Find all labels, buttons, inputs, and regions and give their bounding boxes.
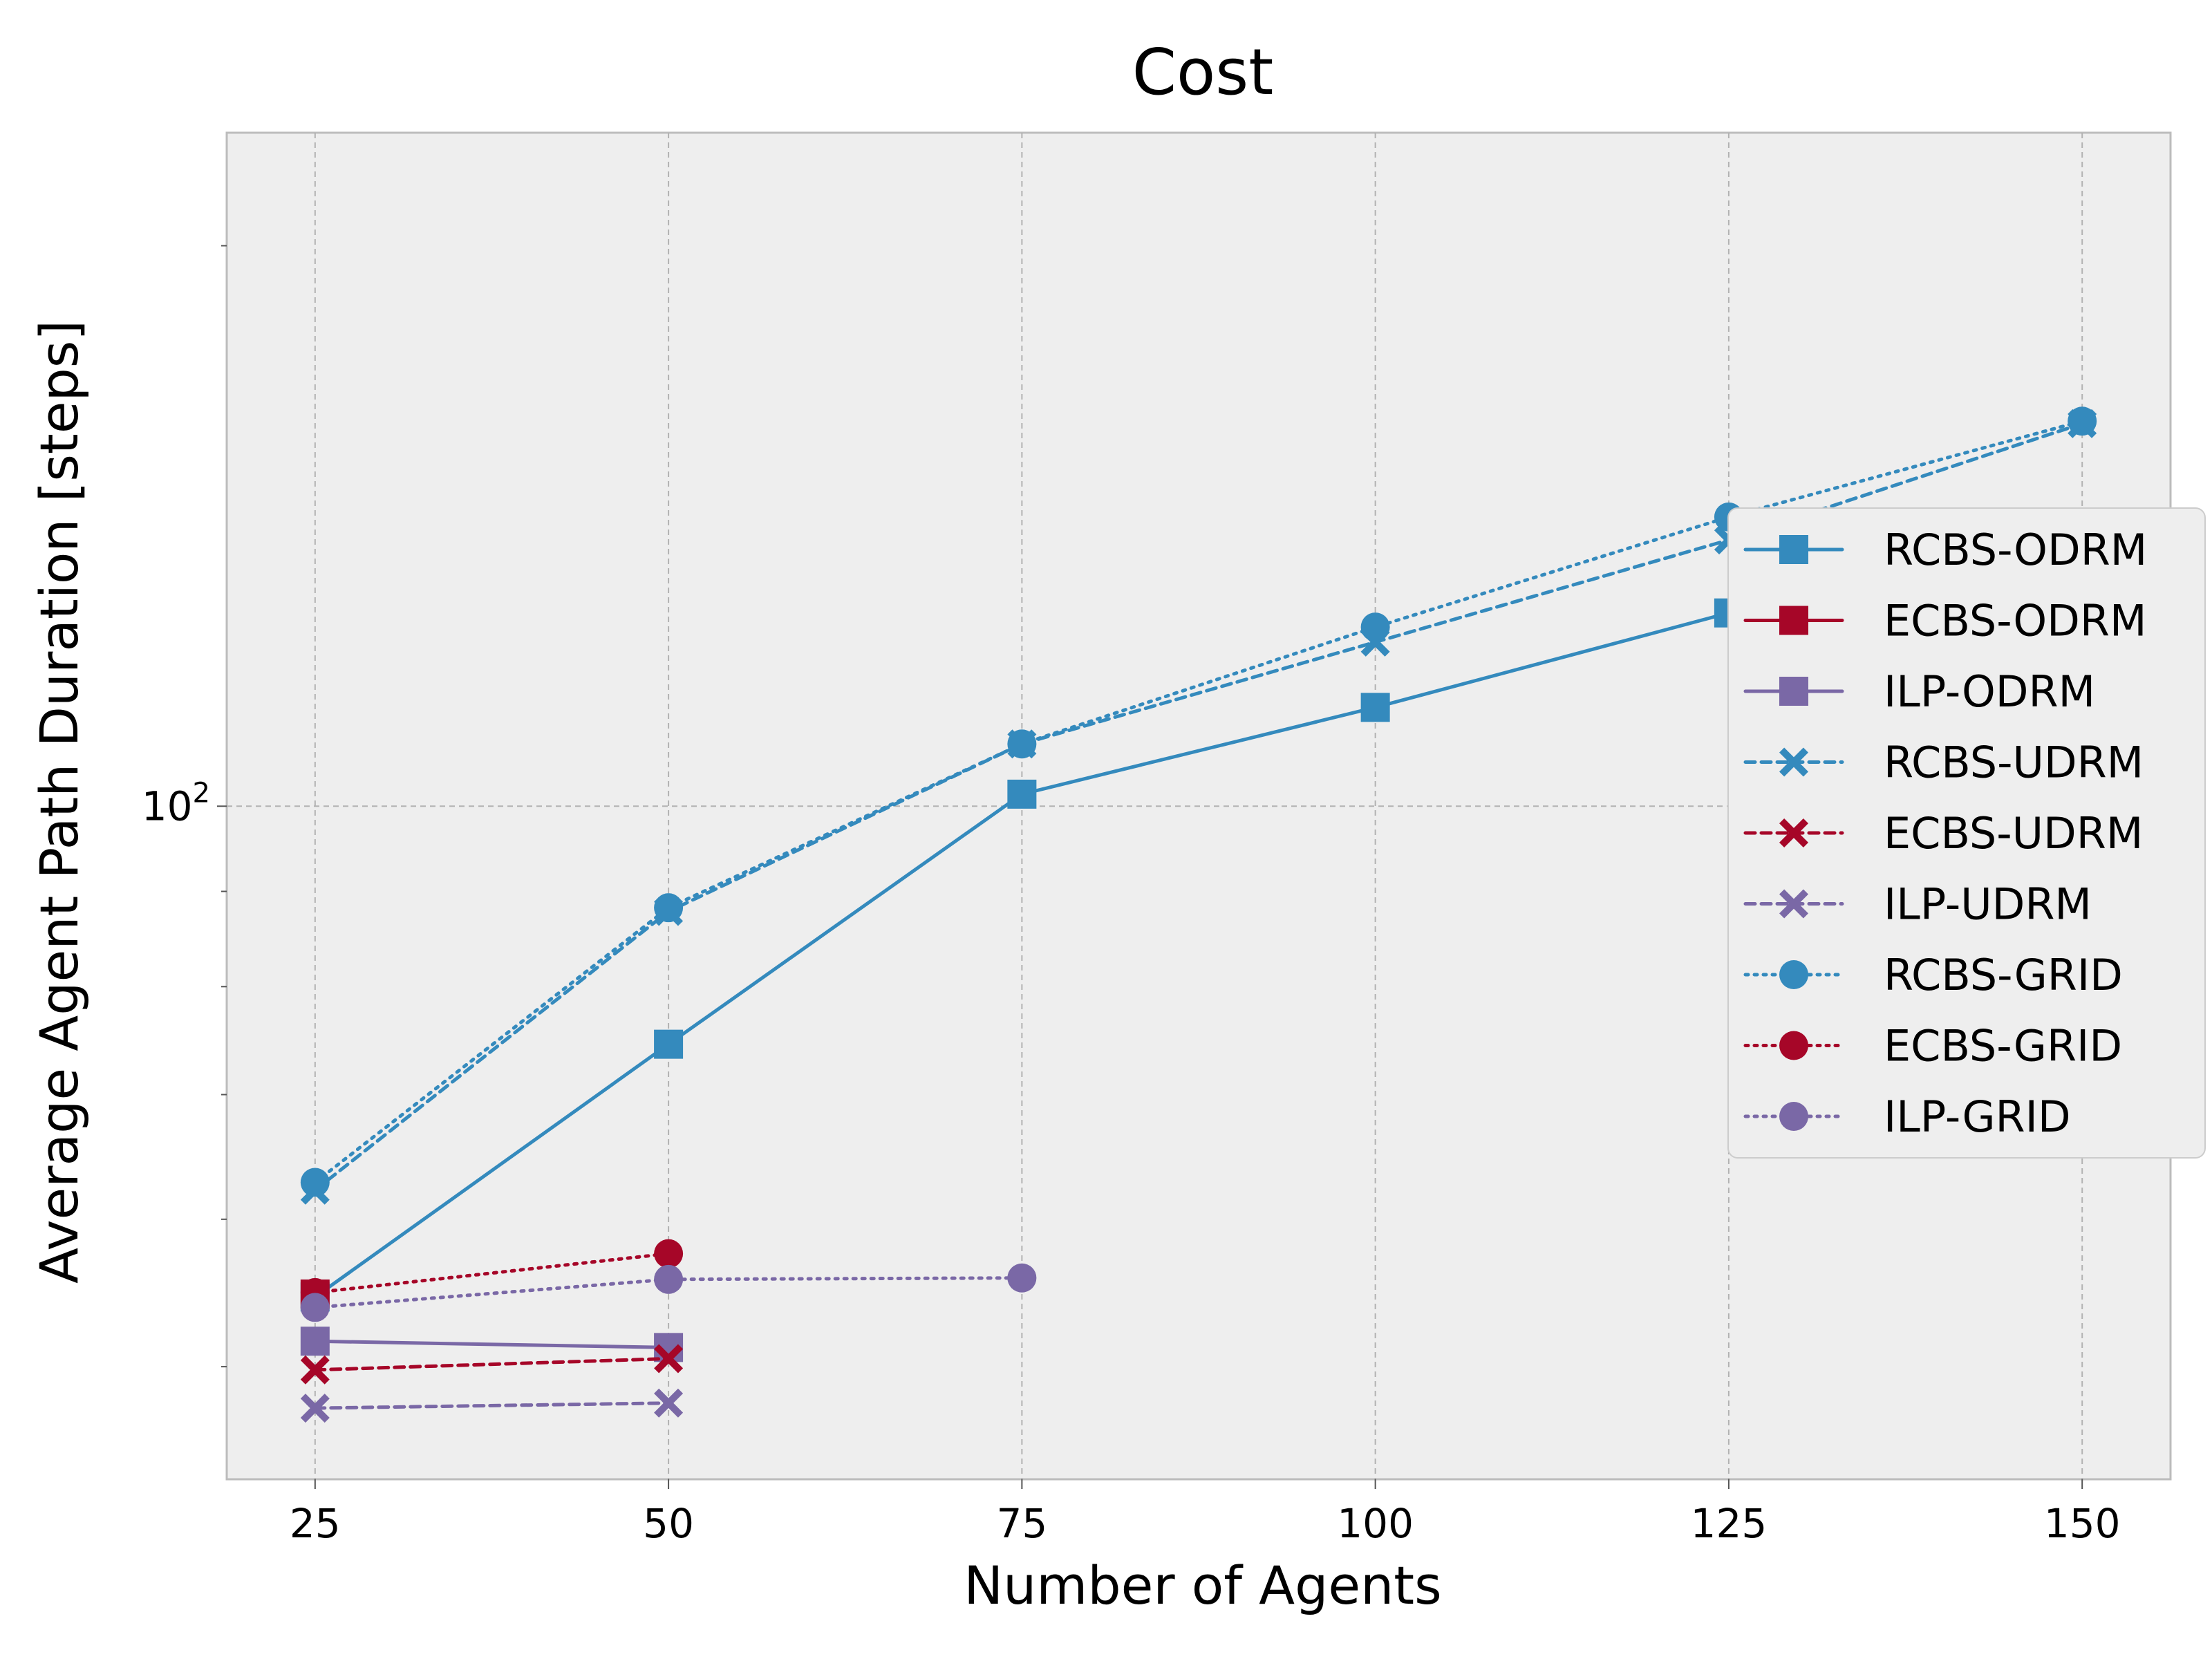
data-point [1007,1263,1037,1293]
ticks: 25 50 75 100 125 150 102 [142,245,2121,1547]
series-line [313,419,2084,1184]
legend-label: RCBS-UDRM [1884,738,2144,788]
legend-item: ILP-GRID [1743,1091,2071,1142]
data-point [1779,1102,1808,1131]
legend-label: ECBS-UDRM [1884,808,2143,859]
data-point [1779,889,1808,919]
series-ilp-grid [300,1263,1037,1322]
x-tick-label: 125 [1691,1500,1768,1547]
x-tick-label: 75 [996,1500,1047,1547]
legend-label: ILP-ODRM [1884,666,2095,717]
data-point [1779,818,1808,847]
series-line [313,1356,671,1372]
data-point [1779,747,1808,777]
legend-item: ECBS-GRID [1743,1021,2122,1071]
x-tick-label: 50 [643,1500,694,1547]
series-line [313,1339,671,1349]
data-point [1779,1031,1808,1060]
series-ecbs-udrm [300,1344,684,1385]
data-point [300,1355,330,1385]
legend-item: ECBS-ODRM [1743,596,2146,646]
legend-box [1727,507,2206,1159]
data-point [1779,677,1808,706]
data-point [654,1388,684,1418]
series-layer [300,406,2097,1423]
legend-item: ILP-UDRM [1743,879,2092,930]
legend-item: RCBS-GRID [1743,950,2123,1000]
series-ilp-udrm [300,1388,684,1423]
data-point [1360,693,1390,722]
data-point [1779,606,1808,635]
x-tick-label: 100 [1337,1500,1414,1547]
y-tick-label: 102 [142,777,210,830]
y-axis-label: Average Agent Path Duration [steps] [28,320,90,1284]
x-tick-label: 25 [290,1500,341,1547]
series-line [313,1252,671,1295]
legend-label: RCBS-ODRM [1884,525,2147,575]
data-point [300,1168,330,1197]
data-point [654,1239,684,1268]
data-point [300,1327,330,1356]
data-point [2068,406,2097,436]
legend-label: ILP-UDRM [1884,879,2092,930]
legend-label: ECBS-ODRM [1884,596,2146,646]
data-point [1779,535,1808,564]
data-point [300,1293,330,1322]
legend: RCBS-ODRM ECBS-ODRM ILP-ODRM RCBS-UDRM ECBS-… [1727,507,2206,1159]
data-point [654,1344,684,1374]
data-point [1007,729,1037,759]
data-point [654,893,684,923]
legend-item: RCBS-UDRM [1743,738,2144,788]
data-point [1007,779,1037,809]
legend-label: RCBS-GRID [1884,950,2123,1000]
x-tick-label: 150 [2044,1500,2121,1547]
data-point [1779,960,1808,989]
data-point [654,1264,684,1294]
x-axis-label: Number of Agents [964,1555,1441,1616]
series-ilp-odrm [300,1327,684,1362]
legend-item: ILP-ODRM [1743,666,2095,717]
legend-item: ECBS-UDRM [1743,808,2143,859]
data-point [300,1394,330,1423]
data-point [1360,612,1390,642]
legend-item: RCBS-ODRM [1743,525,2147,575]
series-line [313,1401,671,1410]
legend-label: ECBS-GRID [1884,1021,2122,1071]
data-point [654,1029,684,1059]
chart-title: Cost [1132,35,1274,109]
legend-label: ILP-GRID [1884,1091,2071,1142]
